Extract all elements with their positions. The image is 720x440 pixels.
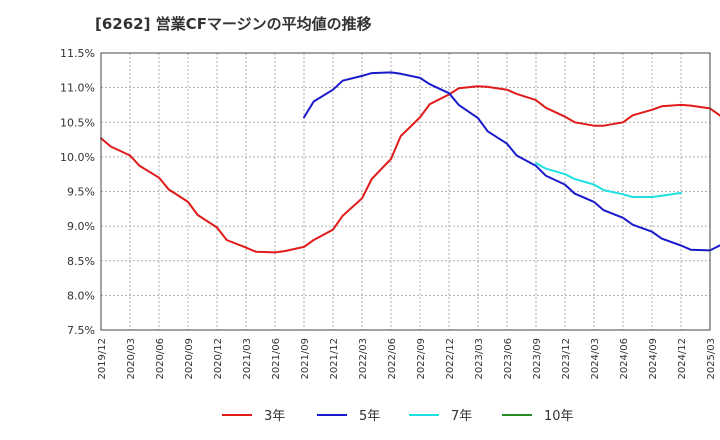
y-tick-label: 9.0% xyxy=(67,220,95,233)
series-line-2 xyxy=(303,71,720,252)
x-tick-label: 2021/12 xyxy=(329,338,340,380)
grid xyxy=(100,52,711,331)
x-tick-label: 2022/06 xyxy=(387,338,398,380)
x-tick-label: 2024/09 xyxy=(648,338,659,380)
x-tick-label: 2022/03 xyxy=(358,338,369,380)
x-tick-label: 2023/06 xyxy=(503,338,514,380)
x-tick-labels: 2019/12 2020/03 2020/06 2020/09 2020/12 2021/… xyxy=(97,338,717,380)
legend-label: 10年 xyxy=(544,409,574,424)
x-tick-label: 2023/09 xyxy=(532,338,543,380)
legend-label: 7年 xyxy=(451,409,472,424)
x-tick-label: 2020/09 xyxy=(184,338,195,380)
series-lines xyxy=(100,71,720,254)
x-tick-label: 2023/03 xyxy=(474,338,485,380)
x-tick-label: 2021/09 xyxy=(300,338,311,380)
legend: 3年 5年 7年 10年 xyxy=(222,409,574,424)
x-tick-label: 2020/03 xyxy=(126,338,137,380)
x-tick-label: 2019/12 xyxy=(97,338,108,380)
x-tick-label: 2023/12 xyxy=(561,338,572,380)
y-tick-label: 8.5% xyxy=(67,255,95,268)
y-tick-labels: 11.5% 11.0% 10.5% 10.0% 9.5% 9.0% 8.5% 8.0% 7.5% xyxy=(60,47,95,337)
x-tick-label: 2024/12 xyxy=(677,338,688,380)
x-tick-label: 2022/12 xyxy=(445,338,456,380)
chart-title: [6262] 営業CFマージンの平均値の推移 xyxy=(95,15,372,33)
y-tick-label: 10.0% xyxy=(60,151,95,164)
y-tick-label: 11.5% xyxy=(60,47,95,60)
y-tick-label: 8.0% xyxy=(67,289,95,302)
series-line-1 xyxy=(100,85,720,254)
x-tick-label: 2021/06 xyxy=(271,338,282,380)
y-tick-label: 11.0% xyxy=(60,82,95,95)
x-tick-label: 2024/03 xyxy=(590,338,601,380)
plot-frame xyxy=(100,52,711,331)
y-tick-label: 7.5% xyxy=(67,324,95,337)
x-tick-label: 2024/06 xyxy=(619,338,630,380)
x-tick-label: 2020/06 xyxy=(155,338,166,380)
legend-label: 5年 xyxy=(359,409,380,424)
series-line-3 xyxy=(535,162,682,198)
x-tick-label: 2025/03 xyxy=(706,338,717,380)
y-tick-label: 10.5% xyxy=(60,116,95,129)
y-tick-label: 9.5% xyxy=(67,186,95,199)
x-tick-label: 2020/12 xyxy=(213,338,224,380)
legend-label: 3年 xyxy=(264,409,285,424)
x-tick-label: 2022/09 xyxy=(416,338,427,380)
x-tick-label: 2021/03 xyxy=(242,338,253,380)
